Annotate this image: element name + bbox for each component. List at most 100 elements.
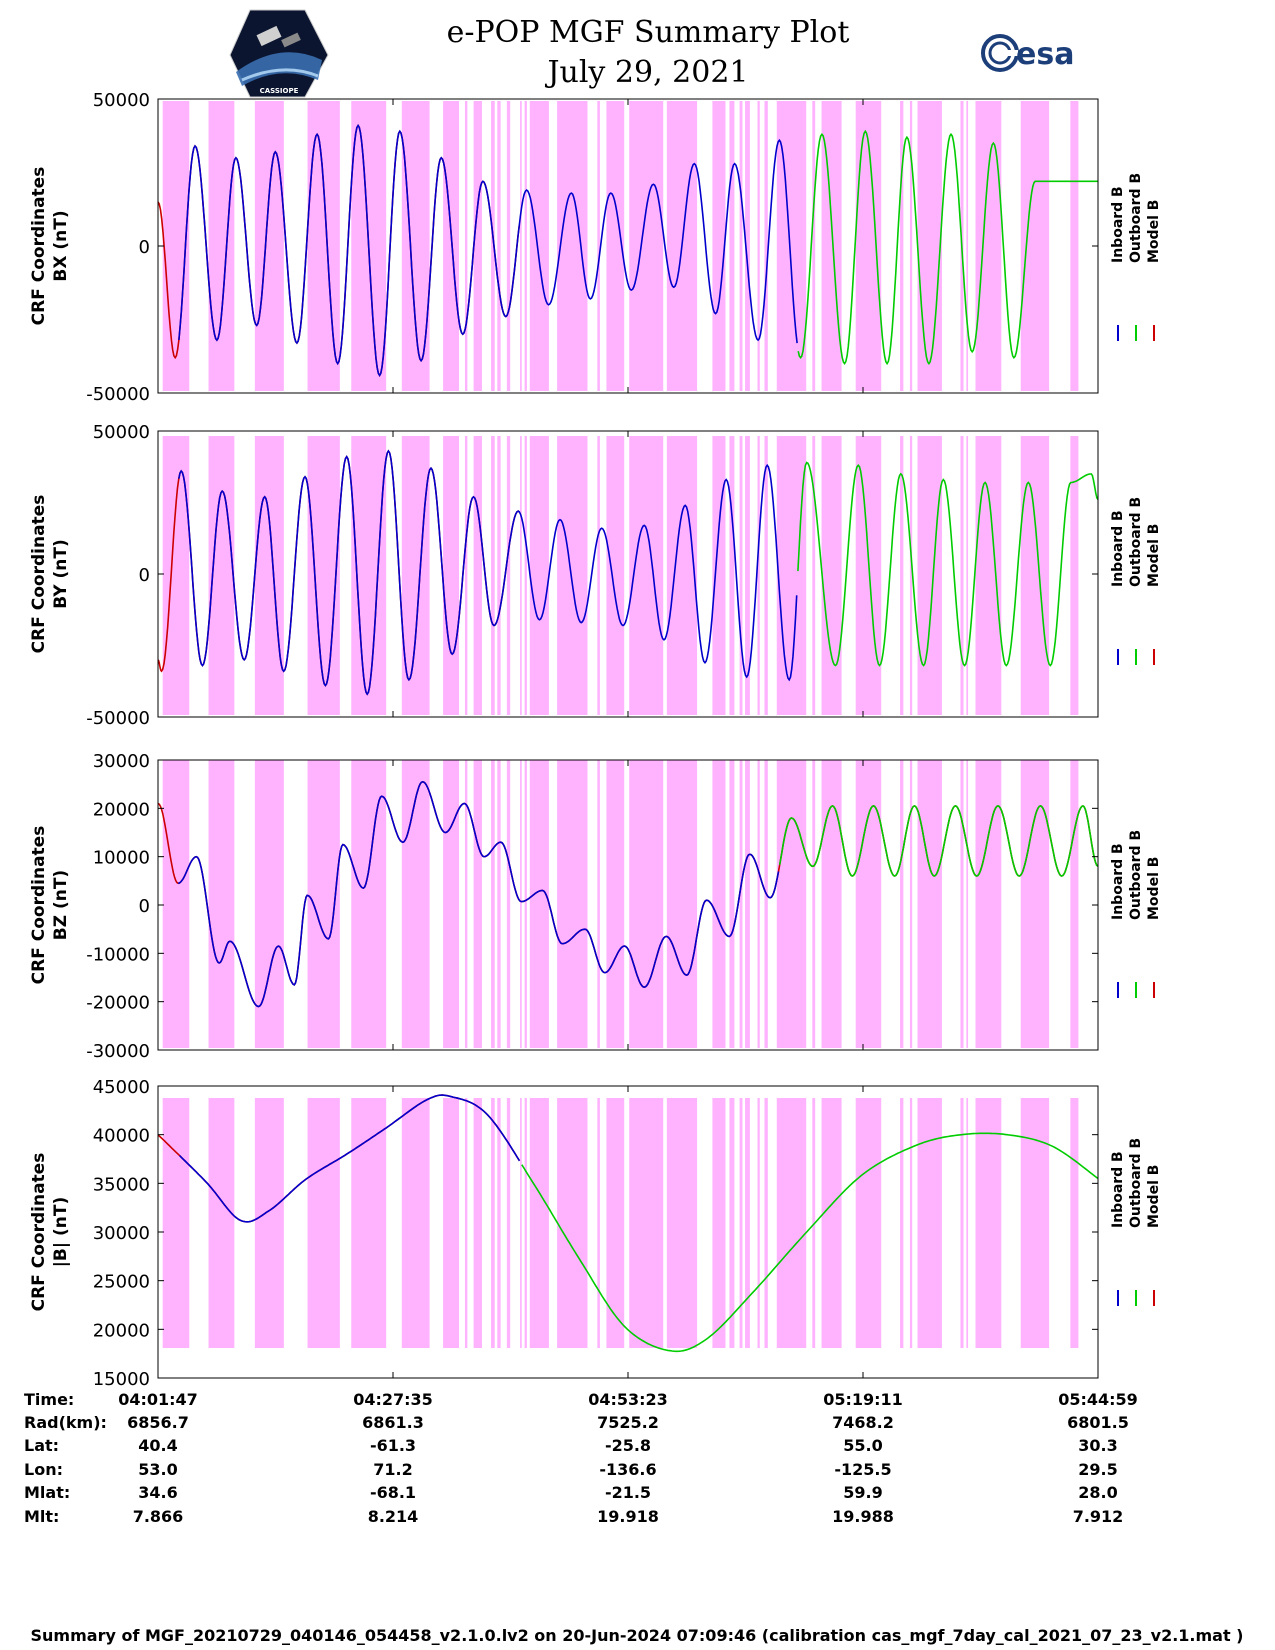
shading-band: [739, 101, 743, 391]
y-axis-label: BY (nT): [51, 539, 71, 609]
shading-band: [821, 101, 842, 391]
shading-band: [909, 436, 913, 715]
esa-logo-text: esa: [1016, 37, 1074, 72]
shading-band: [162, 760, 190, 1048]
shading-band: [529, 101, 549, 391]
shading-band: [812, 436, 816, 715]
table-cell: 04:01:47: [118, 1390, 198, 1409]
table-cell: 7.866: [133, 1507, 184, 1526]
shading-band: [1070, 1098, 1079, 1348]
shading-band: [966, 1098, 969, 1348]
shading-band: [729, 1098, 735, 1348]
shading-band: [757, 1098, 760, 1348]
shading-band: [745, 760, 750, 1048]
y-tick-label: 45000: [93, 1077, 150, 1098]
y-axis-label: |B| (nT): [51, 1197, 71, 1268]
shading-band: [712, 760, 726, 1048]
shading-band: [975, 760, 1002, 1048]
legend-label: Model B: [1146, 524, 1162, 587]
y-axis-label: CRF Coordinates: [29, 1153, 49, 1312]
shading-band: [917, 760, 942, 1048]
shading-band: [208, 1098, 235, 1348]
shading-band: [1070, 101, 1079, 391]
legend-label: Outboard B: [1128, 173, 1144, 263]
plot-title: e-POP MGF Summary Plot: [447, 15, 850, 50]
shading-band: [557, 436, 588, 715]
legend-label: Inboard B: [1110, 186, 1126, 263]
series-line-inboard-b: [178, 449, 798, 696]
table-cell: 05:44:59: [1058, 1390, 1138, 1409]
shading-band: [975, 1098, 1002, 1348]
shading-band: [821, 1098, 842, 1348]
header: CASSIOPE e-POP MGF Summary Plot July 29,…: [229, 9, 1074, 98]
shading-band: [960, 760, 964, 1048]
shading-band: [524, 436, 527, 715]
shading-band: [254, 1098, 284, 1348]
shading-band: [1020, 1098, 1050, 1348]
axes-frame: [157, 430, 1099, 718]
shading-band: [745, 101, 750, 391]
table-cell: -136.6: [599, 1460, 656, 1479]
shading-band: [629, 1098, 664, 1348]
shading-band: [524, 101, 527, 391]
footer-caption: Summary of MGF_20210729_040146_054458_v2…: [31, 1626, 1244, 1645]
shading-band: [764, 1098, 768, 1348]
table-cell: 19.918: [597, 1507, 659, 1526]
y-tick-label: 30000: [93, 751, 150, 772]
shading-band: [606, 436, 625, 715]
table-cell: 19.988: [832, 1507, 894, 1526]
shading-band: [506, 101, 511, 391]
shading-band: [629, 760, 664, 1048]
y-tick-label: 10000: [93, 848, 150, 869]
y-axis-label: BX (nT): [51, 210, 71, 281]
shading-band: [254, 760, 284, 1048]
table-cell: 7525.2: [597, 1413, 659, 1432]
shading-band: [557, 101, 588, 391]
shading-band: [821, 436, 842, 715]
cassiope-logo-text: CASSIOPE: [260, 87, 299, 95]
shading-band: [909, 1098, 913, 1348]
shading-band: [1070, 760, 1079, 1048]
y-axis-label: BZ (nT): [51, 870, 71, 940]
shading-band: [497, 101, 501, 391]
axes-frame: [157, 98, 1099, 394]
shading-band: [606, 101, 625, 391]
y-tick-label: -20000: [86, 993, 150, 1014]
table-cell: 34.6: [138, 1483, 177, 1502]
shading-band: [1020, 101, 1050, 391]
table-cell: 6861.3: [362, 1413, 424, 1432]
shading-band: [757, 760, 760, 1048]
shading-band: [491, 1098, 495, 1348]
y-tick-label: -50000: [86, 384, 150, 405]
shading-band: [464, 436, 468, 715]
cassiope-logo: CASSIOPE: [229, 9, 329, 98]
table-cell: 7.912: [1073, 1507, 1124, 1526]
table-row-label: Time:: [24, 1390, 74, 1409]
shading-band: [629, 436, 664, 715]
shading-band: [855, 760, 882, 1048]
series-line-inboard-b: [179, 1094, 521, 1223]
y-tick-label: -10000: [86, 944, 150, 965]
shading-band: [254, 101, 284, 391]
shading-band: [443, 101, 460, 391]
shading-band: [917, 436, 942, 715]
shading-band: [597, 760, 600, 1048]
table-cell: 59.9: [843, 1483, 882, 1502]
series-line-model-b: [157, 780, 1099, 1008]
shading-band: [473, 1098, 482, 1348]
table-cell: 29.5: [1078, 1460, 1117, 1479]
table-cell: -25.8: [605, 1436, 651, 1455]
shading-band: [254, 436, 284, 715]
shading-band: [524, 1098, 527, 1348]
shading-band: [629, 101, 664, 391]
shading-band: [821, 760, 842, 1048]
table-cell: 05:19:11: [823, 1390, 903, 1409]
shading-band: [520, 436, 522, 715]
y-tick-label: -50000: [86, 708, 150, 729]
table-cell: -68.1: [370, 1483, 416, 1502]
y-tick-label: -30000: [86, 1041, 150, 1062]
table-cell: 6801.5: [1067, 1413, 1129, 1432]
shading-band: [473, 436, 482, 715]
shading-band: [966, 436, 969, 715]
legend-label: Model B: [1146, 200, 1162, 263]
